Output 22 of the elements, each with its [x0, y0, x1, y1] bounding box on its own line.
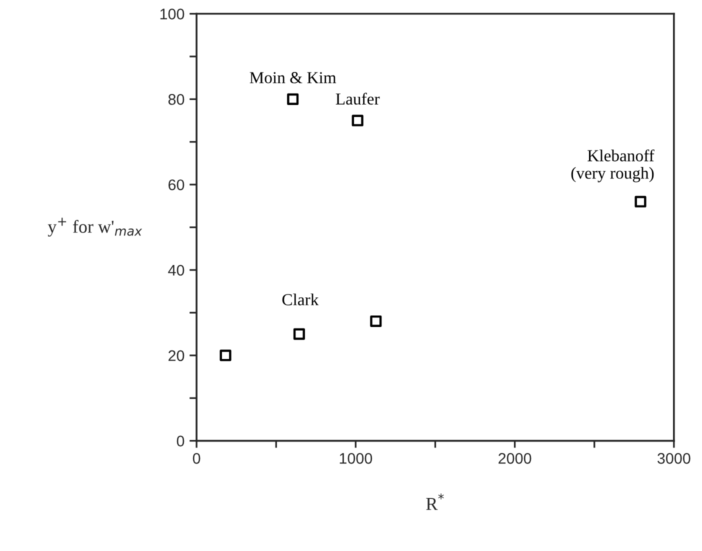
y-tick-label: 80 [168, 94, 184, 105]
series-label: Moin & Kim [250, 72, 336, 84]
y-tick-label: 40 [168, 264, 184, 276]
y-axis-title: y$^{+}$ for w'$_{max}$ [48, 218, 142, 237]
series-label: Clark [282, 294, 319, 306]
x-tick-label: 3000 [658, 453, 690, 464]
point [370, 315, 382, 327]
y-tick-label: 20 [168, 350, 184, 362]
point [220, 350, 232, 362]
x-tick-label: 1000 [340, 453, 372, 464]
point [293, 328, 305, 340]
y-tick-label: 0 [176, 436, 184, 446]
point [352, 114, 364, 126]
y-tick-label: 60 [168, 179, 184, 190]
series-label: Laufer [336, 92, 380, 105]
x-tick-label: 0 [192, 453, 200, 464]
series-label: Klebanoff (very rough) [571, 149, 654, 182]
x-tick-label: 2000 [498, 453, 532, 464]
point [634, 196, 646, 208]
point [287, 93, 299, 105]
y-tick-label: 100 [160, 8, 184, 20]
x-axis-title: R$^{*}$ [426, 494, 444, 510]
